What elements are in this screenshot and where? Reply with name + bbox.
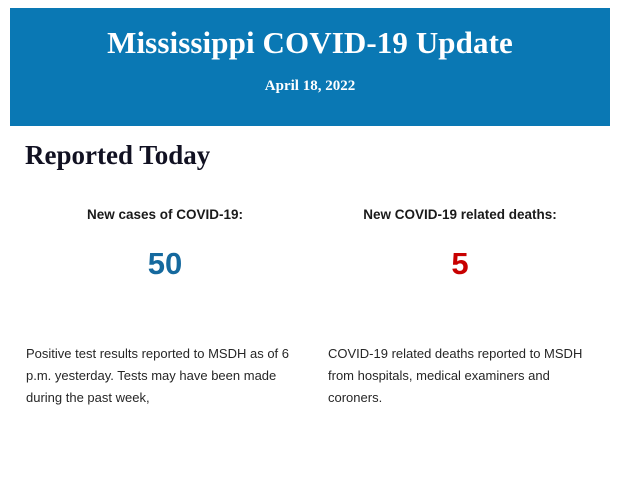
stat-label-new-cases: New cases of COVID-19:	[86, 207, 244, 222]
description-text-new-deaths: COVID-19 related deaths reported to MSDH…	[328, 346, 583, 405]
description-column-new-deaths: COVID-19 related deaths reported to MSDH…	[310, 343, 610, 409]
section-heading-reported-today: Reported Today	[25, 140, 211, 170]
header-banner: Mississippi COVID-19 Update April 18, 20…	[10, 8, 610, 126]
stat-label-new-deaths: New COVID-19 related deaths:	[363, 207, 557, 222]
report-date: April 18, 2022	[264, 78, 356, 94]
stat-value-new-deaths: 5	[451, 246, 469, 281]
stat-column-new-deaths: New COVID-19 related deaths: 5	[310, 206, 610, 282]
description-text-new-cases: Positive test results reported to MSDH a…	[26, 346, 289, 405]
description-column-new-cases: Positive test results reported to MSDH a…	[10, 343, 310, 409]
page-title: Mississippi COVID-19 Update	[107, 25, 513, 60]
description-row: Positive test results reported to MSDH a…	[10, 343, 610, 409]
stat-column-new-cases: New cases of COVID-19: 50	[10, 206, 310, 282]
stat-value-new-cases: 50	[147, 246, 183, 281]
stats-row: New cases of COVID-19: 50 New COVID-19 r…	[10, 206, 610, 282]
